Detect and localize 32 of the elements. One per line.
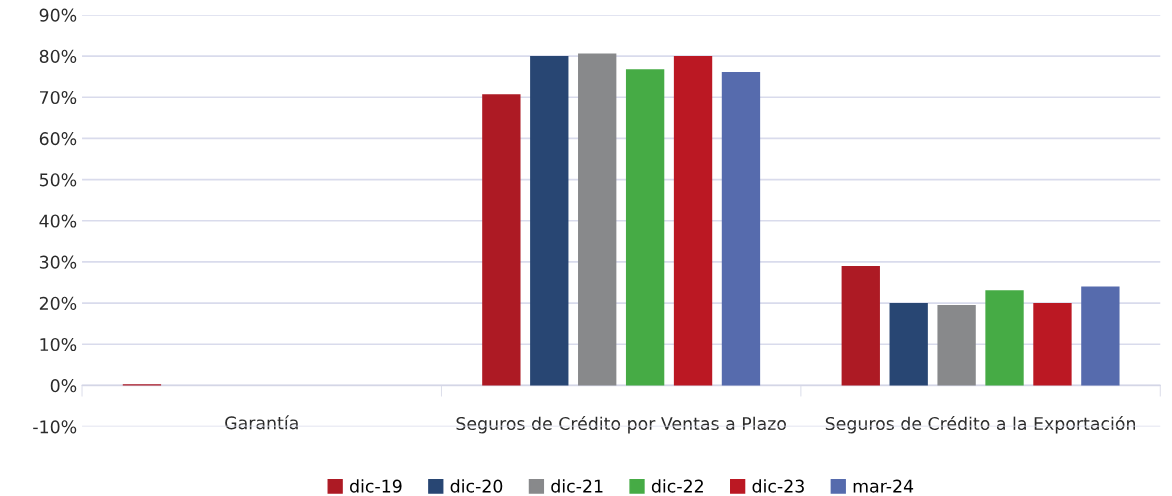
y-tick-label: 90% xyxy=(39,8,77,22)
y-tick-label: 20% xyxy=(39,296,77,310)
legend-label: dic-22 xyxy=(651,479,703,493)
bar xyxy=(482,94,521,386)
bar xyxy=(937,305,976,386)
legend-label: dic-20 xyxy=(450,479,503,493)
legend-label: mar-24 xyxy=(853,479,914,493)
legend-label: dic-23 xyxy=(752,479,804,493)
bar xyxy=(841,266,880,386)
y-tick-label: 60% xyxy=(39,132,77,146)
y-tick-label: 50% xyxy=(39,173,77,187)
bar xyxy=(530,56,569,386)
bar xyxy=(578,53,617,386)
bar xyxy=(1081,286,1120,386)
y-tick-label: 30% xyxy=(39,255,77,269)
y-tick-label: 10% xyxy=(40,337,77,352)
legend-label: dic-19 xyxy=(350,479,402,493)
y-tick-label: 0% xyxy=(50,379,77,393)
bar xyxy=(889,303,928,386)
legend-label: dic-21 xyxy=(551,479,603,493)
bar xyxy=(673,56,713,386)
bar xyxy=(721,72,761,386)
bar xyxy=(985,290,1024,386)
bar xyxy=(1033,303,1072,386)
bar xyxy=(625,69,665,386)
y-tick-label: 80% xyxy=(39,49,77,63)
x-tick-label: Seguros de Crédito por Ventas a Plazo xyxy=(456,415,786,434)
x-tick-label: Seguros de Crédito a la Exportación xyxy=(825,415,1136,434)
y-tick-label: 40% xyxy=(39,214,77,228)
y-tick-label: 70% xyxy=(40,90,77,105)
x-tick-label: Garantía xyxy=(225,415,298,430)
y-tick-label: -10% xyxy=(33,420,77,434)
